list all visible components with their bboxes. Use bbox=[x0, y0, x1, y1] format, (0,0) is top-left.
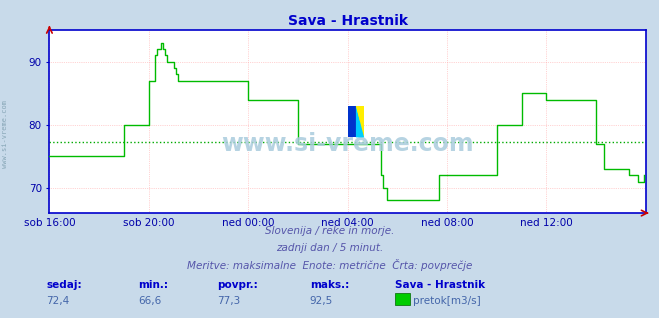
Text: www.si-vreme.com: www.si-vreme.com bbox=[2, 100, 9, 168]
Text: pretok[m3/s]: pretok[m3/s] bbox=[413, 296, 481, 306]
Polygon shape bbox=[356, 106, 364, 137]
Text: 77,3: 77,3 bbox=[217, 296, 241, 306]
Text: povpr.:: povpr.: bbox=[217, 280, 258, 290]
Text: 66,6: 66,6 bbox=[138, 296, 161, 306]
Text: sedaj:: sedaj: bbox=[46, 280, 82, 290]
Bar bbox=[356, 106, 364, 121]
Text: www.si-vreme.com: www.si-vreme.com bbox=[221, 132, 474, 156]
Bar bbox=[356, 122, 364, 137]
Title: Sava - Hrastnik: Sava - Hrastnik bbox=[287, 14, 408, 28]
Text: 92,5: 92,5 bbox=[310, 296, 333, 306]
Text: maks.:: maks.: bbox=[310, 280, 349, 290]
Polygon shape bbox=[356, 106, 364, 137]
Text: min.:: min.: bbox=[138, 280, 169, 290]
Bar bbox=[348, 106, 356, 137]
Text: zadnji dan / 5 minut.: zadnji dan / 5 minut. bbox=[276, 243, 383, 253]
Text: 72,4: 72,4 bbox=[46, 296, 69, 306]
Text: Meritve: maksimalne  Enote: metrične  Črta: povprečje: Meritve: maksimalne Enote: metrične Črta… bbox=[186, 259, 473, 271]
Text: Slovenija / reke in morje.: Slovenija / reke in morje. bbox=[265, 226, 394, 236]
Text: Sava - Hrastnik: Sava - Hrastnik bbox=[395, 280, 486, 290]
